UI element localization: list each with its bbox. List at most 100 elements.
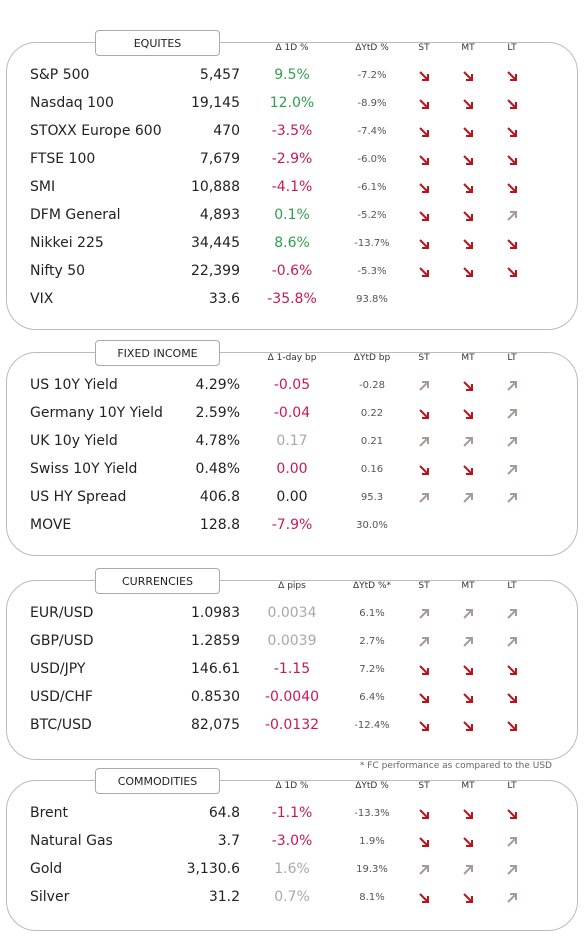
column-header: LT [507,353,517,363]
row-name: US 10Y Yield [30,377,118,393]
row-change: 0.00 [276,461,308,477]
arrow-up [507,493,517,503]
arrow-down [463,155,473,165]
row-change: 0.00 [276,489,308,505]
row-level: 34,445 [191,235,240,251]
row-level: 0.48% [195,461,240,477]
row-level: 3,130.6 [186,861,240,877]
arrow-down [507,693,517,703]
row-name: Germany 10Y Yield [30,405,163,421]
arrow-up [507,865,517,875]
arrow-up [463,865,473,875]
arrow-down [419,71,429,81]
row-level: 4.29% [195,377,240,393]
row-level: 4,893 [199,207,240,223]
column-header: ST [418,581,430,591]
arrow-up [507,381,517,391]
column-header: ΔYtD %* [352,581,392,591]
row-change: -0.0132 [264,717,320,733]
arrow-down [463,71,473,81]
column-header: MT [461,43,475,53]
arrow-up [463,437,473,447]
arrow-down [463,127,473,137]
row-ytd: -12.4% [354,720,390,731]
row-level: 82,075 [191,717,240,733]
column-header: ΔYtD % [355,781,389,791]
column-header: LT [507,781,517,791]
row-name: VIX [30,291,54,307]
row-name: EUR/USD [30,605,94,621]
row-level: 470 [213,123,240,139]
arrow-down [463,721,473,731]
row-name: DFM General [30,207,121,223]
column-header: MT [461,353,475,363]
arrow-down [419,211,429,221]
row-change: 8.6% [274,235,310,251]
row-change: 0.7% [274,889,310,905]
row-name: Nikkei 225 [30,235,104,251]
row-name: S&P 500 [30,67,90,83]
row-change: -3.0% [271,833,313,849]
row-name: FTSE 100 [30,151,96,167]
row-ytd: 93.8% [356,294,388,305]
arrow-down [419,267,429,277]
section-box [6,352,578,556]
arrow-down [463,381,473,391]
row-change: -0.05 [273,377,311,393]
row-change: -0.6% [271,263,313,279]
row-ytd: -8.9% [357,98,387,109]
row-ytd: 0.16 [360,464,384,475]
arrow-up [507,837,517,847]
arrow-down [507,155,517,165]
row-ytd: 0.22 [360,408,384,419]
arrow-down [507,665,517,675]
row-change: 0.17 [276,433,308,449]
arrow-down [507,809,517,819]
arrow-up [507,609,517,619]
arrow-down [463,893,473,903]
row-level: 31.2 [208,889,240,905]
row-level: 1.0983 [191,605,240,621]
arrow-down [507,99,517,109]
arrow-down [419,239,429,249]
section-box [6,580,578,760]
arrow-down [419,465,429,475]
row-change: 12.0% [269,95,315,111]
row-ytd: 95.3 [360,492,384,503]
column-header: MT [461,581,475,591]
row-level: 10,888 [191,179,240,195]
column-header: Δ 1D % [275,781,309,791]
arrow-down [463,239,473,249]
row-change: -4.1% [271,179,313,195]
row-change: -7.9% [271,517,313,533]
arrow-up [507,893,517,903]
arrow-up [419,637,429,647]
section-box [6,780,578,931]
row-name: GBP/USD [30,633,94,649]
arrow-down [507,127,517,137]
row-name: Nasdaq 100 [30,95,114,111]
row-level: 22,399 [191,263,240,279]
column-header: ΔYtD % [355,43,389,53]
arrow-up [419,493,429,503]
row-ytd: 19.3% [356,864,388,875]
row-ytd: 1.9% [359,836,385,847]
arrow-down [463,465,473,475]
arrow-up [507,409,517,419]
row-level: 128.8 [199,517,240,533]
row-level: 19,145 [191,95,240,111]
row-change: -3.5% [271,123,313,139]
row-change: -0.0040 [264,689,320,705]
row-level: 5,457 [199,67,240,83]
section-title: CURRENCIES [95,568,220,594]
row-ytd: 7.2% [359,664,385,675]
arrow-down [419,99,429,109]
row-name: Natural Gas [30,833,113,849]
arrow-down [463,809,473,819]
row-name: SMI [30,179,56,195]
row-ytd: -7.2% [357,70,387,81]
row-ytd: 6.1% [359,608,385,619]
arrow-down [507,721,517,731]
row-name: BTC/USD [30,717,92,733]
row-level: 3.7 [217,833,240,849]
